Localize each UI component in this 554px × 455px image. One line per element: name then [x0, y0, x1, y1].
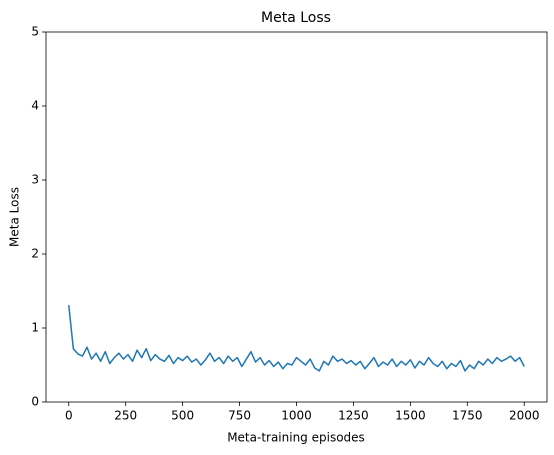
- y-tick-label: 4: [31, 99, 39, 113]
- x-tick-label: 0: [65, 409, 73, 423]
- x-tick-label: 500: [171, 409, 194, 423]
- y-axis-label: Meta Loss: [8, 187, 22, 247]
- y-tick-label: 1: [31, 321, 39, 335]
- data-line: [68, 304, 525, 372]
- y-tick-label: 0: [31, 395, 39, 409]
- x-tick-label: 1000: [281, 409, 312, 423]
- chart-title: Meta Loss: [261, 10, 331, 26]
- y-tick-label: 2: [31, 247, 39, 261]
- x-tick-label: 1750: [452, 409, 483, 423]
- y-tick-label: 3: [31, 173, 39, 187]
- axes-frame: [45, 31, 548, 403]
- x-tick-label: 750: [228, 409, 251, 423]
- x-axis-label: Meta-training episodes: [227, 431, 365, 445]
- x-tick-label: 250: [114, 409, 137, 423]
- plot-area: 0 1 2 3 4 5 0 250 500 750 1000 1250 1500 1750 2000: [31, 25, 539, 423]
- x-tick-label: 1500: [395, 409, 426, 423]
- x-tick-label: 2000: [509, 409, 540, 423]
- x-tick-label: 1250: [338, 409, 369, 423]
- y-tick-label: 5: [31, 25, 39, 39]
